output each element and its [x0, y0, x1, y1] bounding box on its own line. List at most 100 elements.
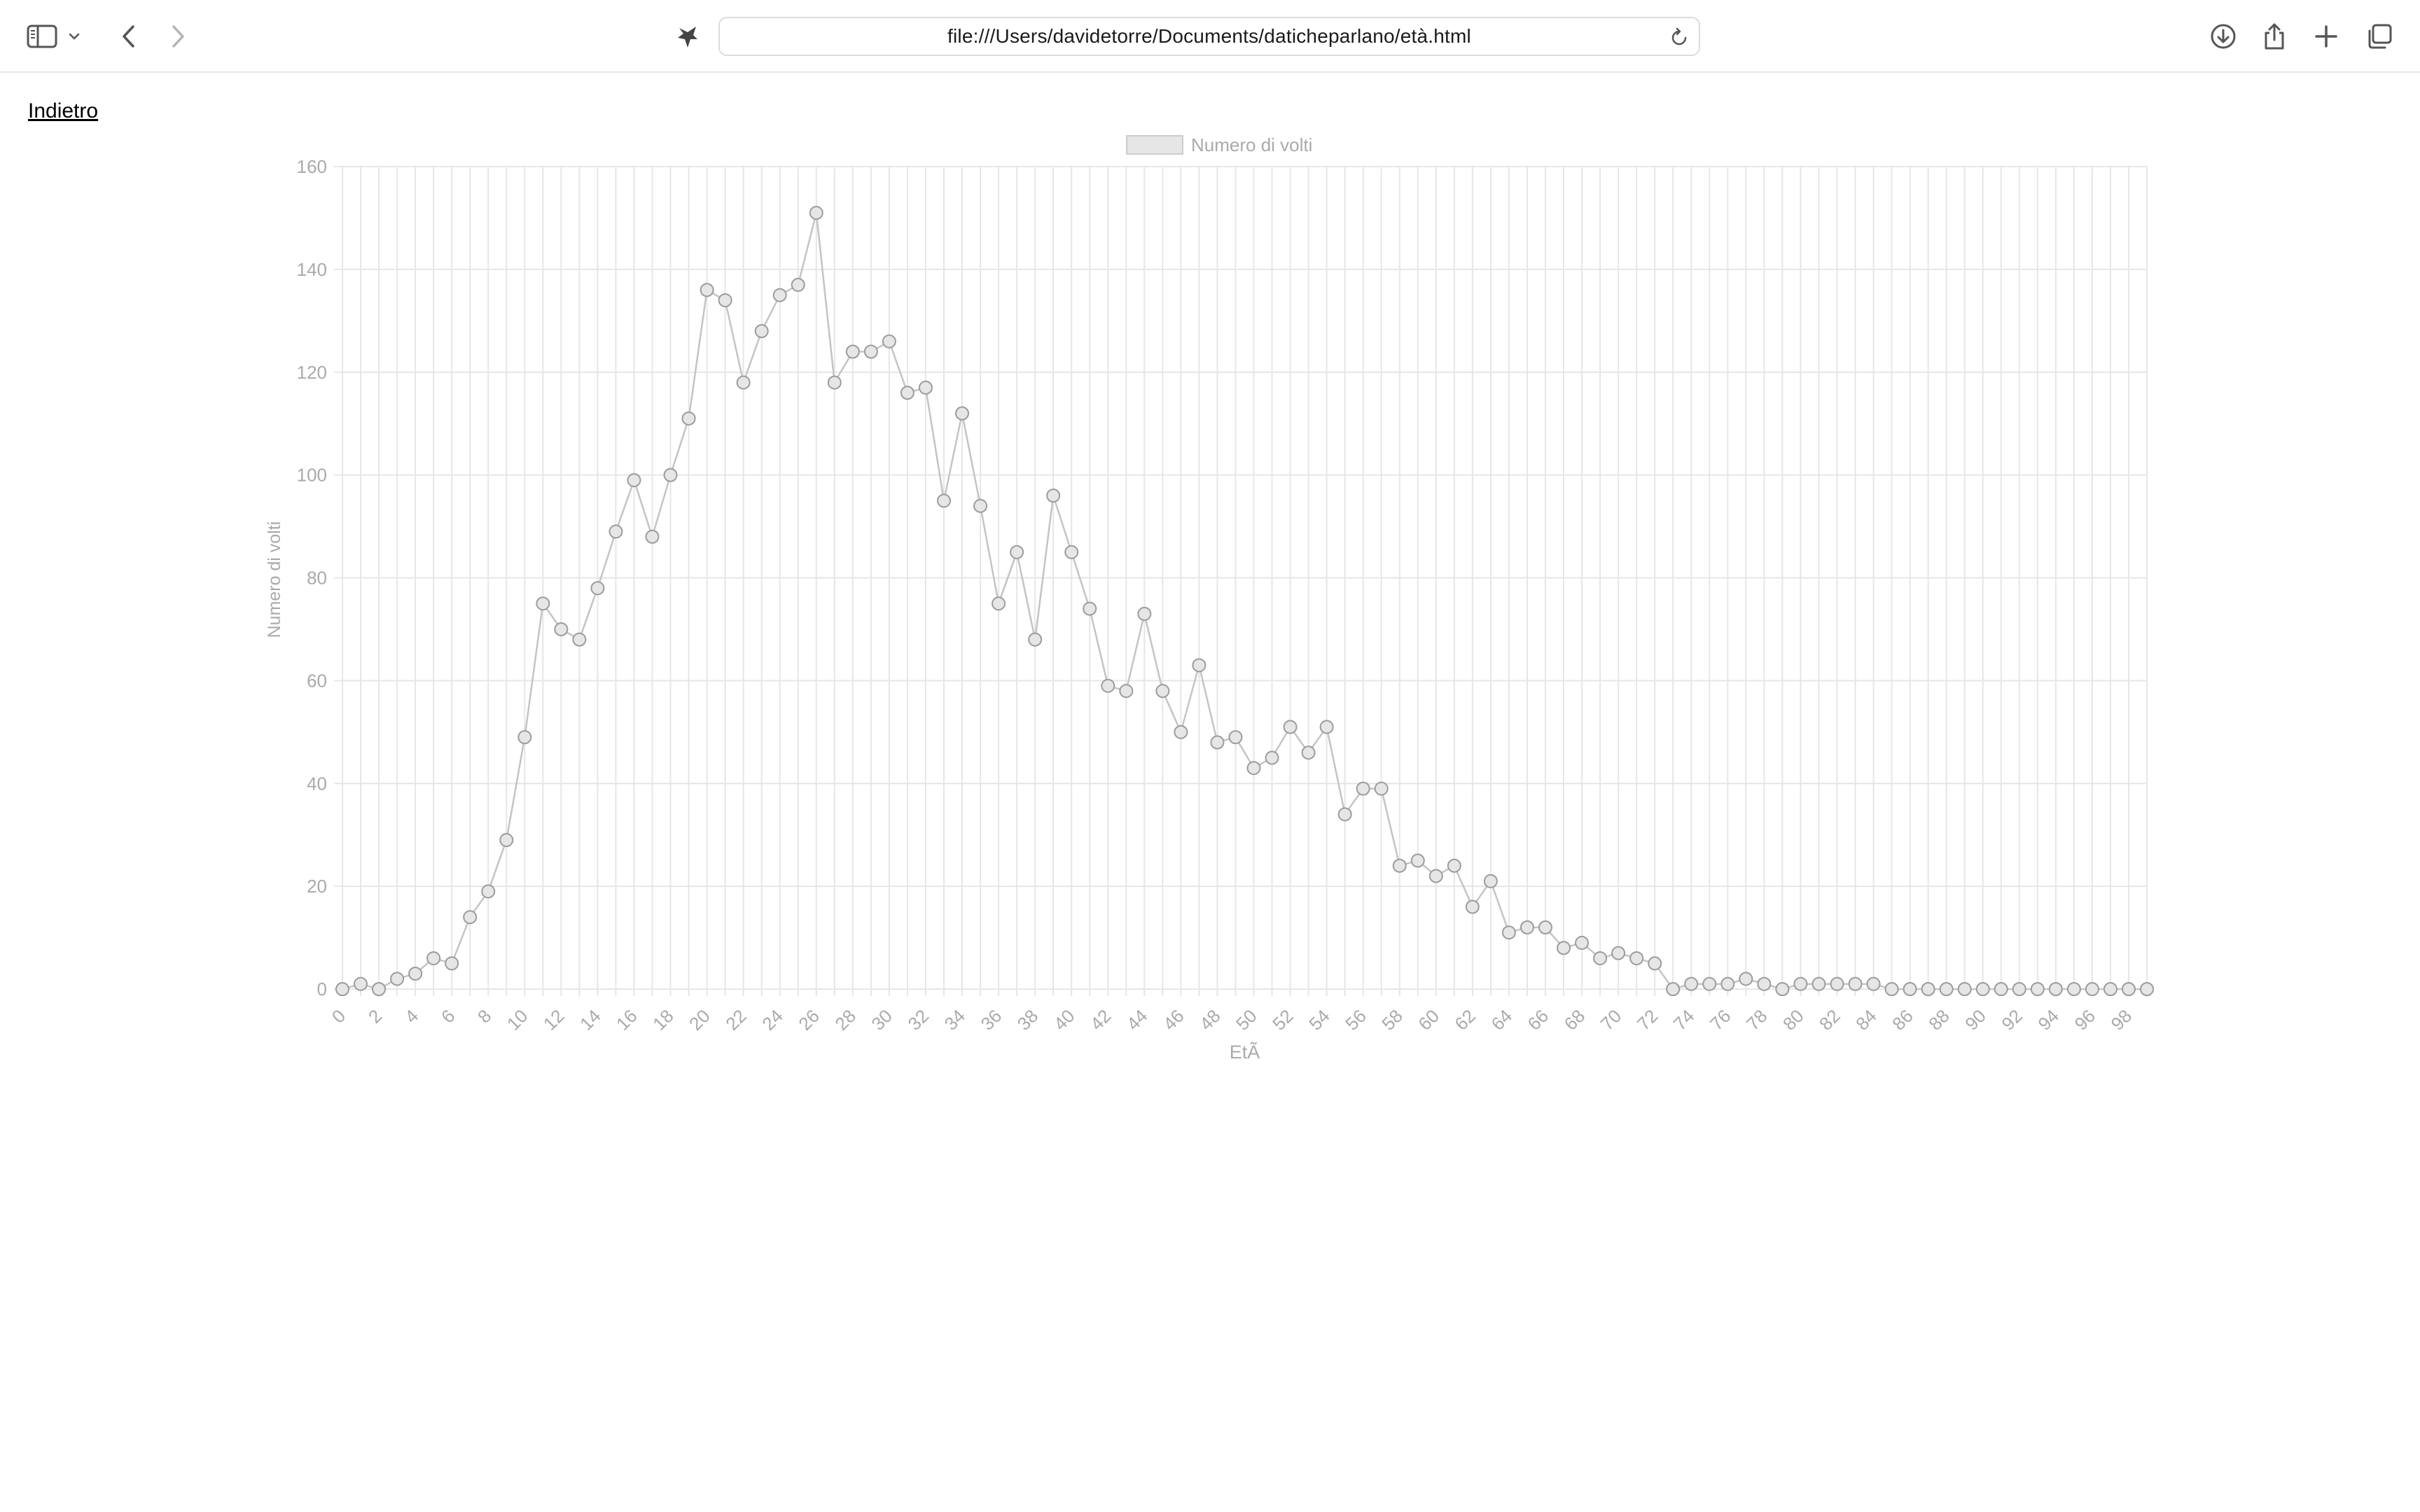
data-point — [1301, 746, 1316, 760]
x-tick-label: 86 — [1888, 1005, 1917, 1035]
x-tick-label: 6 — [437, 1005, 459, 1027]
x-tick-label: 48 — [1195, 1005, 1225, 1035]
x-tick-label: 94 — [2033, 1005, 2063, 1035]
data-point — [1083, 601, 1097, 616]
x-tick-label: 38 — [1013, 1005, 1043, 1035]
chevron-right-icon[interactable] — [157, 15, 199, 57]
url-text[interactable]: file:///Users/davidetorre/Documents/dati… — [947, 25, 1471, 47]
x-tick-label: 2 — [364, 1005, 386, 1027]
x-tick-label: 20 — [685, 1005, 714, 1035]
data-point — [681, 411, 696, 426]
download-icon[interactable] — [2202, 15, 2244, 57]
data-point — [1811, 976, 1826, 991]
tabs-overview-icon[interactable] — [2358, 15, 2400, 57]
data-point — [1903, 982, 1917, 996]
address-bar[interactable]: file:///Users/davidetorre/Documents/dati… — [718, 17, 1700, 56]
x-tick-label: 44 — [1122, 1005, 1152, 1035]
x-tick-label: 64 — [1487, 1005, 1517, 1035]
data-point — [973, 498, 988, 513]
data-point — [1866, 976, 1881, 991]
y-tick-label: 100 — [297, 465, 327, 486]
data-point — [772, 288, 787, 302]
data-point — [627, 472, 641, 487]
x-tick-label: 8 — [473, 1005, 495, 1027]
data-point — [1520, 920, 1534, 934]
data-point — [1228, 730, 1243, 745]
data-point — [1265, 750, 1279, 765]
x-tick-label: 12 — [539, 1005, 569, 1035]
data-point — [1010, 545, 1024, 559]
y-tick-label: 0 — [317, 979, 327, 1000]
data-point — [1884, 982, 1899, 996]
x-tick-label: 68 — [1560, 1005, 1590, 1035]
legend-swatch — [1126, 135, 1183, 155]
data-point — [1575, 935, 1590, 950]
x-tick-label: 34 — [940, 1005, 970, 1035]
data-point — [1538, 920, 1552, 934]
x-tick-label: 80 — [1779, 1005, 1808, 1035]
x-tick-label: 32 — [904, 1005, 933, 1035]
data-point — [2085, 982, 2099, 996]
plus-icon[interactable] — [2305, 15, 2347, 57]
y-tick-label: 160 — [297, 156, 327, 177]
data-point — [791, 277, 805, 292]
data-point — [1684, 976, 1699, 991]
x-tick-label: 42 — [1086, 1005, 1115, 1035]
data-point — [1921, 982, 1935, 996]
data-point — [1939, 982, 1954, 996]
data-point — [426, 951, 441, 965]
data-point — [809, 206, 823, 220]
y-tick-label: 120 — [297, 362, 327, 383]
y-tick-label: 40 — [307, 773, 327, 794]
data-point — [1337, 807, 1352, 822]
data-point — [937, 493, 951, 508]
back-link[interactable]: Indietro — [28, 99, 99, 122]
x-tick-label: 66 — [1524, 1005, 1553, 1035]
sidebar-icon[interactable] — [21, 15, 63, 57]
y-tick-label: 80 — [307, 568, 327, 589]
data-point — [1775, 982, 1790, 996]
data-point — [736, 375, 751, 390]
data-point — [718, 293, 732, 307]
data-point — [572, 632, 587, 647]
data-point — [463, 910, 478, 925]
y-tick-label: 60 — [307, 670, 327, 691]
data-point — [1283, 720, 1298, 734]
extension-icon[interactable] — [667, 15, 709, 57]
data-point — [1957, 982, 1972, 996]
data-point — [335, 982, 349, 996]
x-tick-label: 82 — [1815, 1005, 1844, 1035]
data-point — [955, 406, 970, 421]
data-point — [1210, 735, 1225, 750]
share-icon[interactable] — [2253, 15, 2295, 57]
data-point — [1192, 658, 1206, 673]
x-tick-label: 4 — [401, 1005, 422, 1027]
data-point — [754, 324, 769, 338]
data-point — [900, 386, 915, 400]
x-tick-label: 88 — [1924, 1005, 1954, 1035]
data-point — [1994, 982, 2008, 996]
x-tick-label: 46 — [1159, 1005, 1188, 1035]
chevron-left-icon[interactable] — [108, 15, 150, 57]
data-point — [408, 966, 423, 981]
x-tick-label: 60 — [1414, 1005, 1443, 1035]
data-point — [1101, 678, 1115, 693]
data-point — [481, 884, 496, 899]
x-tick-label: 92 — [1997, 1005, 2026, 1035]
data-point — [517, 730, 532, 745]
data-point — [1557, 941, 1571, 955]
data-point — [1720, 976, 1735, 991]
reload-icon[interactable] — [1667, 25, 1692, 50]
data-point — [1174, 724, 1188, 739]
data-point — [1757, 976, 1772, 991]
data-point — [1611, 946, 1626, 960]
x-tick-label: 96 — [2070, 1005, 2099, 1035]
chevron-down-icon[interactable] — [60, 15, 88, 57]
x-tick-label: 84 — [1851, 1005, 1881, 1035]
x-tick-label: 52 — [1268, 1005, 1298, 1035]
data-point — [1447, 858, 1461, 873]
data-point — [1975, 982, 1990, 996]
data-point — [882, 334, 896, 349]
data-point — [700, 283, 714, 298]
